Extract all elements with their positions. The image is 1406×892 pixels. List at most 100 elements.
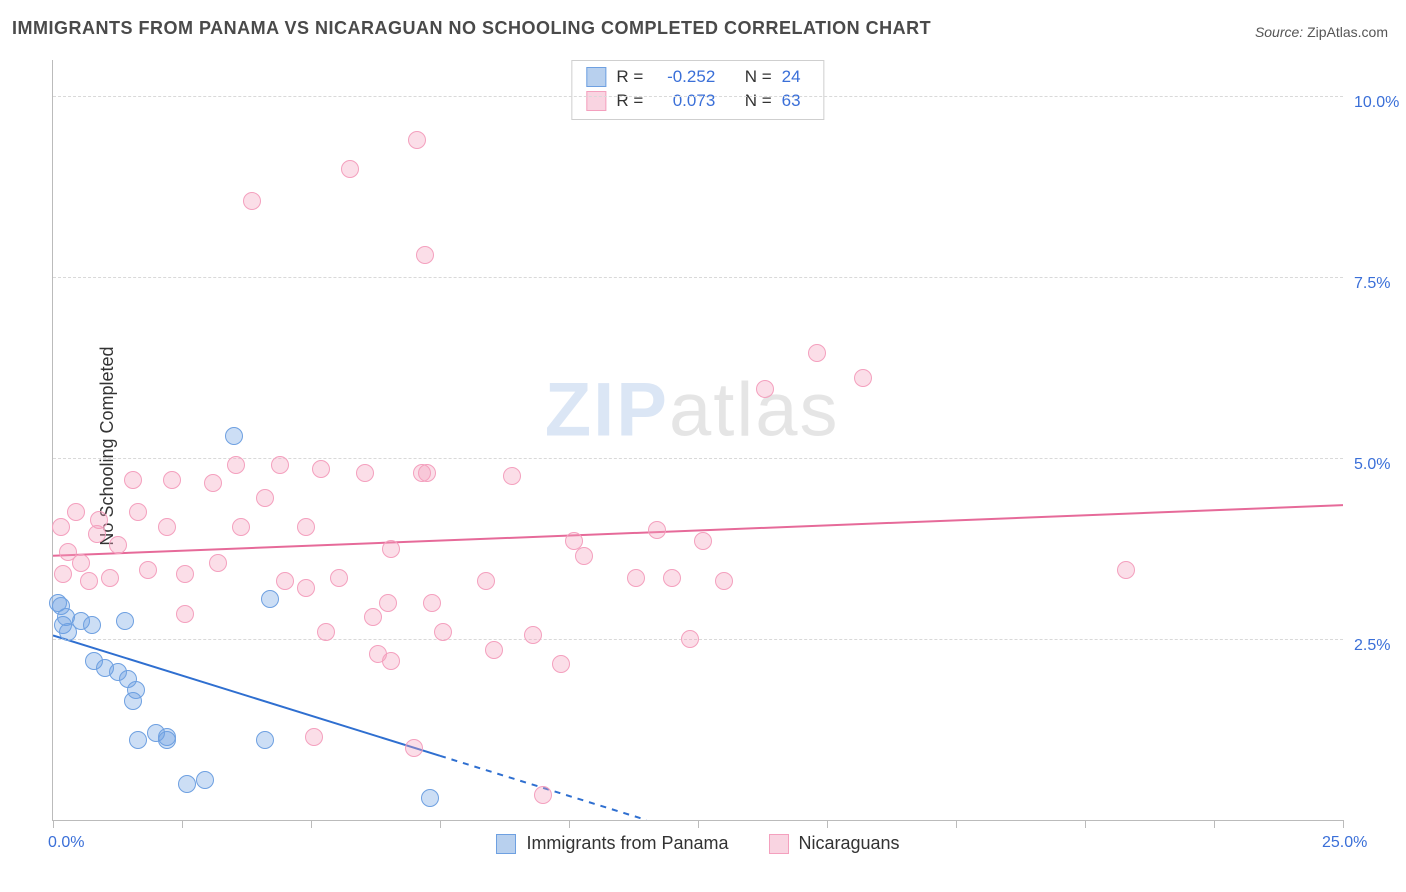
series-legend: Immigrants from Panama Nicaraguans [53, 833, 1343, 854]
source-attribution: Source: ZipAtlas.com [1255, 24, 1388, 40]
point-panama [256, 731, 274, 749]
swatch-pink-icon [586, 91, 606, 111]
point-nicaraguan [356, 464, 374, 482]
point-nicaraguan [1117, 561, 1135, 579]
x-tick [440, 820, 441, 828]
legend-label: Nicaraguans [799, 833, 900, 854]
gridline [53, 96, 1343, 97]
point-panama [421, 789, 439, 807]
point-nicaraguan [109, 536, 127, 554]
point-nicaraguan [317, 623, 335, 641]
point-nicaraguan [808, 344, 826, 362]
stat-row: R = 0.073 N = 63 [586, 89, 809, 113]
point-nicaraguan [158, 518, 176, 536]
point-nicaraguan [552, 655, 570, 673]
point-panama [116, 612, 134, 630]
point-nicaraguan [364, 608, 382, 626]
n-value: 63 [782, 89, 810, 113]
point-nicaraguan [379, 594, 397, 612]
point-nicaraguan [139, 561, 157, 579]
r-label: R = [616, 65, 643, 89]
point-nicaraguan [715, 572, 733, 590]
point-panama [83, 616, 101, 634]
plot-area: ZIPatlas R = -0.252 N = 24 R = 0.073 N =… [52, 60, 1343, 821]
x-tick [182, 820, 183, 828]
point-nicaraguan [204, 474, 222, 492]
x-tick [827, 820, 828, 828]
source-value: ZipAtlas.com [1307, 24, 1388, 40]
point-nicaraguan [124, 471, 142, 489]
point-panama [196, 771, 214, 789]
point-nicaraguan [67, 503, 85, 521]
swatch-blue-icon [496, 834, 516, 854]
x-tick [1343, 820, 1344, 828]
point-nicaraguan [297, 579, 315, 597]
point-nicaraguan [423, 594, 441, 612]
stat-row: R = -0.252 N = 24 [586, 65, 809, 89]
point-nicaraguan [243, 192, 261, 210]
source-label: Source: [1255, 24, 1303, 40]
point-nicaraguan [503, 467, 521, 485]
legend-item: Immigrants from Panama [496, 833, 728, 854]
point-nicaraguan [382, 540, 400, 558]
point-nicaraguan [163, 471, 181, 489]
point-panama [109, 663, 127, 681]
y-tick-label: 5.0% [1354, 456, 1390, 474]
point-nicaraguan [72, 554, 90, 572]
point-panama [158, 731, 176, 749]
x-tick [698, 820, 699, 828]
point-nicaraguan [627, 569, 645, 587]
point-nicaraguan [176, 605, 194, 623]
point-nicaraguan [271, 456, 289, 474]
point-nicaraguan [663, 569, 681, 587]
x-tick [569, 820, 570, 828]
swatch-blue-icon [586, 67, 606, 87]
watermark-zip: ZIP [545, 367, 669, 452]
y-tick-label: 10.0% [1354, 94, 1399, 112]
point-nicaraguan [756, 380, 774, 398]
x-tick [956, 820, 957, 828]
gridline [53, 458, 1343, 459]
correlation-stat-box: R = -0.252 N = 24 R = 0.073 N = 63 [571, 60, 824, 120]
point-panama [127, 681, 145, 699]
n-label: N = [745, 89, 772, 113]
x-tick [311, 820, 312, 828]
point-nicaraguan [227, 456, 245, 474]
y-tick-label: 2.5% [1354, 637, 1390, 655]
point-nicaraguan [305, 728, 323, 746]
point-nicaraguan [477, 572, 495, 590]
point-nicaraguan [129, 503, 147, 521]
point-panama [178, 775, 196, 793]
r-value: -0.252 [653, 65, 715, 89]
point-nicaraguan [330, 569, 348, 587]
point-nicaraguan [232, 518, 250, 536]
point-nicaraguan [90, 511, 108, 529]
point-nicaraguan [648, 521, 666, 539]
point-panama [129, 731, 147, 749]
gridline [53, 277, 1343, 278]
point-nicaraguan [312, 460, 330, 478]
point-nicaraguan [276, 572, 294, 590]
x-tick [1214, 820, 1215, 828]
n-value: 24 [782, 65, 810, 89]
point-nicaraguan [80, 572, 98, 590]
point-nicaraguan [524, 626, 542, 644]
point-nicaraguan [54, 565, 72, 583]
r-value: 0.073 [653, 89, 715, 113]
legend-label: Immigrants from Panama [526, 833, 728, 854]
x-min-label: 0.0% [48, 834, 84, 852]
point-nicaraguan [854, 369, 872, 387]
point-nicaraguan [341, 160, 359, 178]
point-nicaraguan [416, 246, 434, 264]
n-label: N = [745, 65, 772, 89]
legend-item: Nicaraguans [769, 833, 900, 854]
x-tick [53, 820, 54, 828]
point-nicaraguan [256, 489, 274, 507]
point-panama [225, 427, 243, 445]
watermark-atlas: atlas [669, 367, 840, 452]
point-nicaraguan [382, 652, 400, 670]
point-nicaraguan [176, 565, 194, 583]
point-nicaraguan [485, 641, 503, 659]
point-nicaraguan [413, 464, 431, 482]
chart-title: IMMIGRANTS FROM PANAMA VS NICARAGUAN NO … [12, 18, 931, 39]
